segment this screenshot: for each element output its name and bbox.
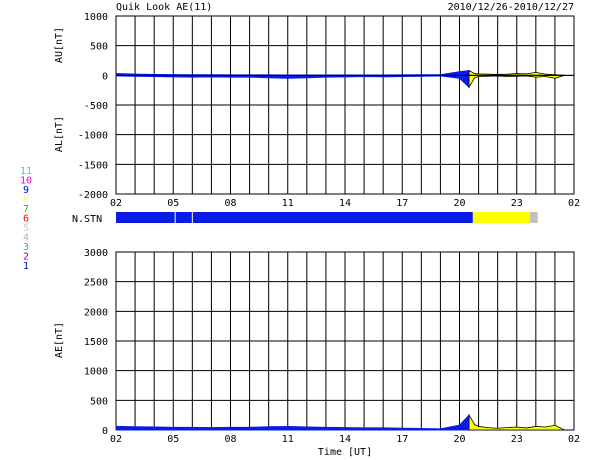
y-tick-label: 500 (90, 42, 108, 53)
x-tick-label: 23 (511, 198, 523, 209)
y-tick-label: -2000 (78, 190, 108, 201)
x-tick-label: 17 (396, 434, 408, 445)
x-tick-label: 20 (453, 198, 465, 209)
plot-frame (115, 15, 575, 195)
ae-series-yellow (468, 413, 565, 431)
y-tick-label: 2000 (84, 307, 108, 318)
legend-entry-7: 7 (23, 204, 29, 215)
x-tick-label: 23 (511, 434, 523, 445)
x-tick-label: 05 (167, 198, 179, 209)
legend-entry-1: 1 (23, 261, 29, 272)
chart-title: Quik Look AE(11) (116, 2, 212, 13)
nstn-label: N.STN (72, 214, 102, 225)
station-segment (472, 212, 531, 223)
x-tick-label: 02 (568, 434, 580, 445)
legend-entry-6: 6 (23, 214, 29, 225)
legend-entry-8: 8 (23, 195, 29, 206)
x-axis-title: Time [UT] (318, 447, 372, 458)
legend-entry-10: 10 (20, 176, 32, 187)
y-tick-label: 2500 (84, 278, 108, 289)
x-tick-label: 11 (282, 198, 294, 209)
x-tick-label: 05 (167, 434, 179, 445)
legend-entry-2: 2 (23, 252, 29, 263)
x-tick-label: 02 (568, 198, 580, 209)
date-range: 2010/12/26-2010/12/27 (448, 2, 574, 13)
au-axis-label: AU[nT] (54, 27, 65, 63)
al-series-yellow (468, 74, 565, 89)
x-tick-label: 17 (396, 198, 408, 209)
station-count-bar (116, 212, 538, 223)
ae-axis-label: AE[nT] (54, 322, 65, 358)
y-tick-label: 1000 (84, 367, 108, 378)
station-segment (116, 212, 176, 223)
legend-entry-9: 9 (23, 185, 29, 196)
x-tick-label: 14 (339, 434, 351, 445)
y-tick-label: 3000 (84, 248, 108, 259)
x-tick-label: 02 (110, 434, 122, 445)
ae-series-blue (115, 413, 470, 431)
station-segment (530, 212, 538, 223)
al-axis-label: AL[nT] (54, 116, 65, 152)
station-segment (175, 212, 193, 223)
x-tick-label: 02 (110, 198, 122, 209)
station-segment (192, 212, 473, 223)
x-tick-label: 08 (224, 198, 236, 209)
y-tick-label: -1000 (78, 131, 108, 142)
legend-entry-5: 5 (23, 223, 29, 234)
al-series-blue (115, 74, 470, 89)
x-tick-label: 20 (453, 434, 465, 445)
y-tick-label: 1500 (84, 337, 108, 348)
au-series-blue (115, 70, 470, 76)
y-tick-label: -1500 (78, 160, 108, 171)
x-tick-label: 14 (339, 198, 351, 209)
y-tick-label: 1000 (84, 12, 108, 23)
y-tick-label: 0 (102, 71, 108, 82)
x-tick-label: 08 (224, 434, 236, 445)
y-tick-label: 0 (102, 426, 108, 437)
legend-entry-11: 11 (20, 166, 32, 177)
y-tick-label: 500 (90, 396, 108, 407)
legend-entry-3: 3 (23, 242, 29, 253)
legend-entry-4: 4 (23, 233, 29, 244)
x-tick-label: 11 (282, 434, 294, 445)
y-tick-label: -500 (84, 101, 108, 112)
au-series-yellow (468, 69, 565, 76)
